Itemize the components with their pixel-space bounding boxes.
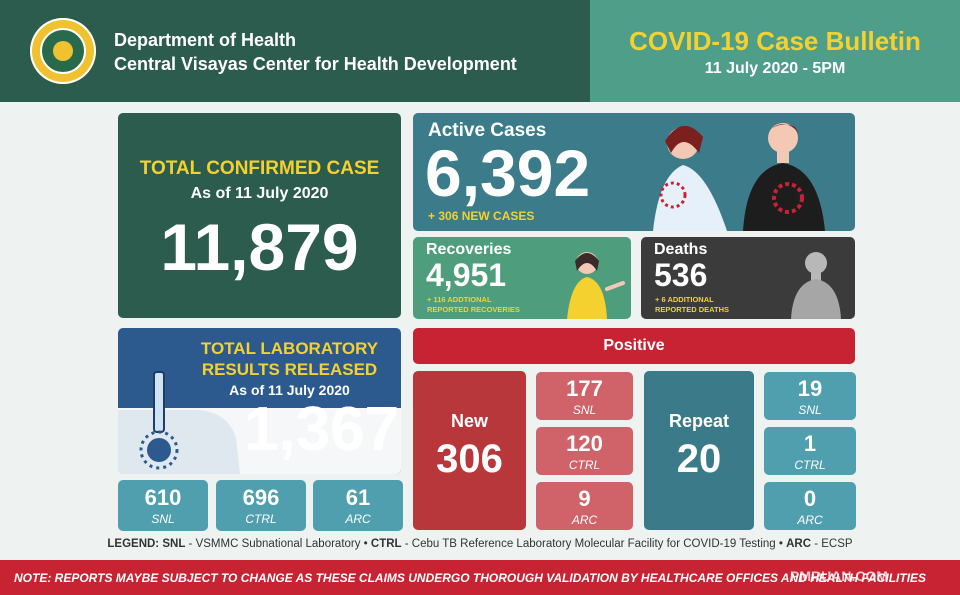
legend-prefix: LEGEND: xyxy=(107,538,160,550)
lab-tile-arc: 61 ARC xyxy=(313,480,403,531)
positive-repeat-ctrl: 1 CTRL xyxy=(764,427,856,475)
recoveries-value: 4,951 xyxy=(426,257,507,293)
positive-repeat-snl-label: SNL xyxy=(798,403,822,417)
active-card: Active Cases 6,392 + 306 NEW CASES xyxy=(413,113,855,231)
legend-snl-desc: - VSMMC Subnational Laboratory • xyxy=(185,538,371,550)
positive-new-ctrl: 120 CTRL xyxy=(536,427,633,475)
deaths-value: 536 xyxy=(654,257,708,293)
positive-new-arc-label: ARC xyxy=(571,513,598,527)
active-value: 6,392 xyxy=(425,136,591,210)
sick-person-illustration xyxy=(653,123,825,231)
positive-new-arc-value: 9 xyxy=(578,486,591,511)
lab-as-of: As of 11 July 2020 xyxy=(229,382,350,398)
watermark: PMRUAN.COM xyxy=(790,568,888,584)
deaths-card: Deaths 536 + 6 ADDITIONAL REPORTED DEATH… xyxy=(641,237,855,319)
lab-tile-value: 610 xyxy=(144,485,182,510)
positive-new-ctrl-label: CTRL xyxy=(568,458,601,472)
lab-tile-ctrl: 696 CTRL xyxy=(216,480,306,531)
positive-repeat-snl: 19 SNL xyxy=(764,372,856,420)
legend-arc-key: ARC xyxy=(786,538,812,550)
recoveries-note-2: REPORTED RECOVERIES xyxy=(427,305,520,314)
recoveries-title: Recoveries xyxy=(426,241,512,258)
recoveries-card: Recoveries 4,951 + 116 ADDTIONAL REPORTE… xyxy=(413,237,631,319)
lab-tile-value: 61 xyxy=(345,485,371,510)
org-name: Department of Health xyxy=(114,30,297,50)
lab-card: TOTAL LABORATORY RESULTS RELEASED As of … xyxy=(118,328,401,474)
legend-arc-desc: - ECSP xyxy=(811,538,853,550)
positive-title: Positive xyxy=(603,337,665,354)
confirmed-title: TOTAL CONFIRMED CASE xyxy=(139,158,380,179)
legend: LEGEND: SNL - VSMMC Subnational Laborato… xyxy=(0,538,960,550)
header-right xyxy=(590,0,960,102)
positive-repeat-snl-value: 19 xyxy=(797,376,823,401)
positive-repeat-arc-value: 0 xyxy=(803,486,817,511)
positive-new-snl-value: 177 xyxy=(566,376,603,401)
positive-new-value: 306 xyxy=(436,437,503,481)
positive-header: Positive xyxy=(413,328,855,364)
deceased-person-illustration xyxy=(791,252,841,319)
positive-repeat-ctrl-label: CTRL xyxy=(794,458,826,472)
positive-new-arc: 9 ARC xyxy=(536,482,633,530)
lab-title-1: TOTAL LABORATORY xyxy=(200,339,379,358)
deaths-note-2: REPORTED DEATHS xyxy=(655,305,730,314)
lab-tile-value: 696 xyxy=(242,485,280,510)
positive-new-ctrl-value: 120 xyxy=(566,431,603,456)
positive-repeat-card: Repeat 20 xyxy=(644,371,754,530)
recovered-person-illustration xyxy=(567,252,625,319)
active-new-cases: + 306 NEW CASES xyxy=(428,209,535,223)
org-subname: Central Visayas Center for Health Develo… xyxy=(114,54,517,74)
lab-tile-label: CTRL xyxy=(245,512,277,526)
positive-new-snl-label: SNL xyxy=(572,403,597,417)
test-tube-illustration xyxy=(118,371,401,474)
bulletin-title: COVID-19 Case Bulletin xyxy=(629,26,921,56)
active-title: Active Cases xyxy=(428,120,547,141)
lab-tile-snl: 610 SNL xyxy=(118,480,208,531)
positive-new-label: New xyxy=(450,411,488,431)
deaths-title: Deaths xyxy=(654,241,708,258)
note-text: NOTE: REPORTS MAYBE SUBJECT TO CHANGE AS… xyxy=(14,571,927,585)
confirmed-value: 11,879 xyxy=(160,210,359,284)
note-bar xyxy=(0,560,960,595)
positive-repeat-arc: 0 ARC xyxy=(764,482,856,530)
header-left xyxy=(0,0,590,102)
positive-repeat-ctrl-value: 1 xyxy=(803,431,817,456)
bulletin-date: 11 July 2020 - 5PM xyxy=(704,60,846,77)
deaths-note-1: + 6 ADDITIONAL xyxy=(655,295,714,304)
confirmed-as-of: As of 11 July 2020 xyxy=(190,185,329,202)
lab-title-2: RESULTS RELEASED xyxy=(201,360,378,379)
seal-inner-ring xyxy=(40,28,86,74)
legend-ctrl-desc: - Cebu TB Reference Laboratory Molecular… xyxy=(401,538,787,550)
recoveries-note-1: + 116 ADDTIONAL xyxy=(427,295,492,304)
positive-repeat-arc-label: ARC xyxy=(797,513,823,527)
positive-repeat-value: 20 xyxy=(676,437,722,481)
lab-value: 1,367 xyxy=(244,395,400,464)
legend-ctrl-key: CTRL xyxy=(370,538,402,550)
confirmed-card: TOTAL CONFIRMED CASE As of 11 July 2020 … xyxy=(118,113,401,318)
lab-tile-label: ARC xyxy=(345,512,371,526)
seal-core xyxy=(53,41,73,61)
lab-tile-label: SNL xyxy=(151,512,175,526)
legend-snl-key: SNL xyxy=(162,538,186,550)
doh-seal-logo xyxy=(30,18,96,84)
positive-repeat-label: Repeat xyxy=(668,411,730,431)
positive-new-snl: 177 SNL xyxy=(536,372,633,420)
positive-new-card: New 306 xyxy=(413,371,526,530)
